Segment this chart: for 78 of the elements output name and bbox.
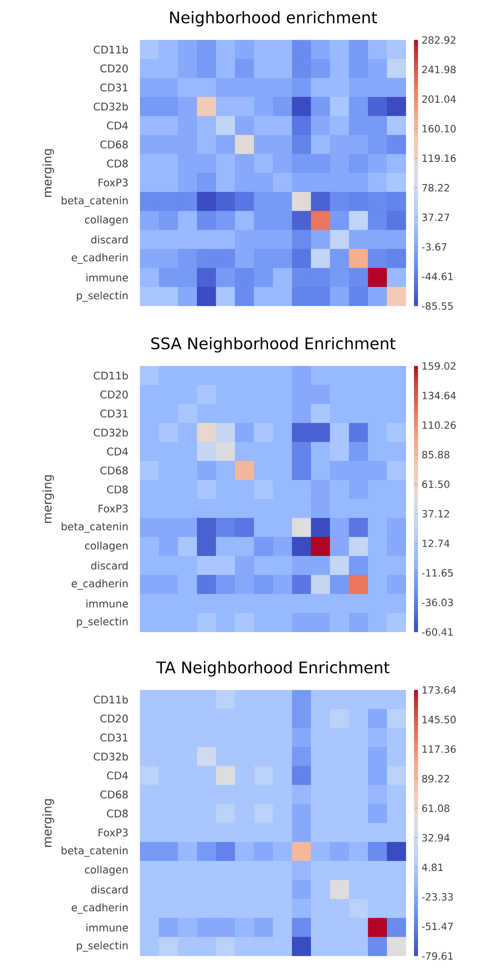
color-bar-label: 110.26 <box>422 421 456 429</box>
color-bar-label: 61.50 <box>422 480 450 488</box>
y-tick-label: CD32b <box>94 102 128 111</box>
y-axis-title: merging <box>42 475 54 523</box>
y-tick-label: FoxP3 <box>98 504 128 512</box>
y-axis-title: merging <box>42 149 54 197</box>
y-axis-title: merging <box>42 799 54 847</box>
color-bar-label: -23.33 <box>422 893 453 901</box>
y-tick-label: CD31 <box>100 84 128 92</box>
y-tick-label: e_cadherin <box>72 579 128 590</box>
y-tick-label: collagen <box>84 215 128 226</box>
color-bar-label: -60.41 <box>422 628 453 636</box>
color-bar-label: 61.08 <box>422 804 450 812</box>
y-tick-label: FoxP3 <box>98 828 128 836</box>
color-bar-label: 173.64 <box>422 686 456 694</box>
y-tick-label: p_selectin <box>76 941 128 952</box>
y-tick-label: CD11b <box>94 45 128 54</box>
color-bar-label: -11.65 <box>422 569 453 577</box>
y-tick-label: CD68 <box>100 790 128 798</box>
y-tick-label: CD8 <box>107 486 128 494</box>
y-tick-label: CD20 <box>100 714 128 722</box>
y-tick-label: beta_catenin <box>62 522 128 533</box>
color-bar-label: 145.50 <box>422 716 456 724</box>
color-bar-label: 201.04 <box>422 95 456 103</box>
y-tick-label: CD32b <box>94 428 128 437</box>
color-bar-label: 241.98 <box>422 66 456 74</box>
y-tick-label: collagen <box>84 541 128 552</box>
color-bar-label: 12.74 <box>422 540 450 548</box>
color-bar-label: 89.22 <box>422 774 450 782</box>
color-bar-label: 117.36 <box>422 745 456 753</box>
y-tick-label: CD4 <box>107 772 128 780</box>
y-tick-label: CD68 <box>100 140 128 148</box>
y-tick-label: collagen <box>84 865 128 876</box>
y-tick-label: CD4 <box>107 122 128 130</box>
y-tick-label: CD8 <box>107 810 128 818</box>
y-tick-label: discard <box>91 561 128 570</box>
y-tick-label: e_cadherin <box>72 903 128 914</box>
color-bar-label: -85.55 <box>422 302 453 310</box>
color-bar-label: 78.22 <box>422 184 450 192</box>
y-tick-label: CD31 <box>100 734 128 742</box>
color-bar-label: -51.47 <box>422 922 453 930</box>
color-bar-label: -79.61 <box>422 952 453 960</box>
color-bar-label: -36.03 <box>422 598 453 606</box>
y-tick-label: beta_catenin <box>62 196 128 207</box>
y-tick-label: discard <box>91 885 128 894</box>
y-tick-label: CD11b <box>94 695 128 704</box>
color-bar-label: 119.16 <box>422 154 456 162</box>
y-tick-label: CD8 <box>107 160 128 168</box>
color-bar-label: 37.12 <box>422 510 450 518</box>
y-tick-label: FoxP3 <box>98 178 128 186</box>
y-tick-label: beta_catenin <box>62 846 128 857</box>
color-bar-label: 37.27 <box>422 214 450 222</box>
color-bar-label: 159.02 <box>422 362 456 370</box>
color-bar-label: 160.10 <box>422 124 456 132</box>
y-tick-label: discard <box>91 235 128 244</box>
color-bar-label: 4.81 <box>422 864 443 872</box>
chart-title: SSA Neighborhood Enrichment <box>151 337 396 353</box>
y-tick-label: immune <box>86 923 128 932</box>
color-bar-label: 134.64 <box>422 392 456 400</box>
color-bar-label: -3.67 <box>422 243 446 251</box>
color-bar-label: 32.94 <box>422 834 450 842</box>
y-tick-label: immune <box>86 599 128 608</box>
color-bar-label: 282.92 <box>422 36 456 44</box>
color-bar-label: -44.61 <box>422 272 453 280</box>
y-tick-label: e_cadherin <box>72 253 128 264</box>
y-tick-label: CD20 <box>100 64 128 72</box>
y-tick-label: CD20 <box>100 390 128 398</box>
chart-title: Neighborhood enrichment <box>170 11 378 27</box>
color-bar-label: 85.88 <box>422 450 450 458</box>
y-tick-label: CD31 <box>100 410 128 418</box>
chart-title: TA Neighborhood Enrichment <box>156 661 390 677</box>
y-tick-label: CD4 <box>107 448 128 456</box>
y-tick-label: p_selectin <box>76 291 128 302</box>
y-tick-label: CD32b <box>94 752 128 761</box>
y-tick-label: CD11b <box>94 371 128 380</box>
y-tick-label: immune <box>86 273 128 282</box>
y-tick-label: CD68 <box>100 466 128 474</box>
y-tick-label: p_selectin <box>76 617 128 628</box>
